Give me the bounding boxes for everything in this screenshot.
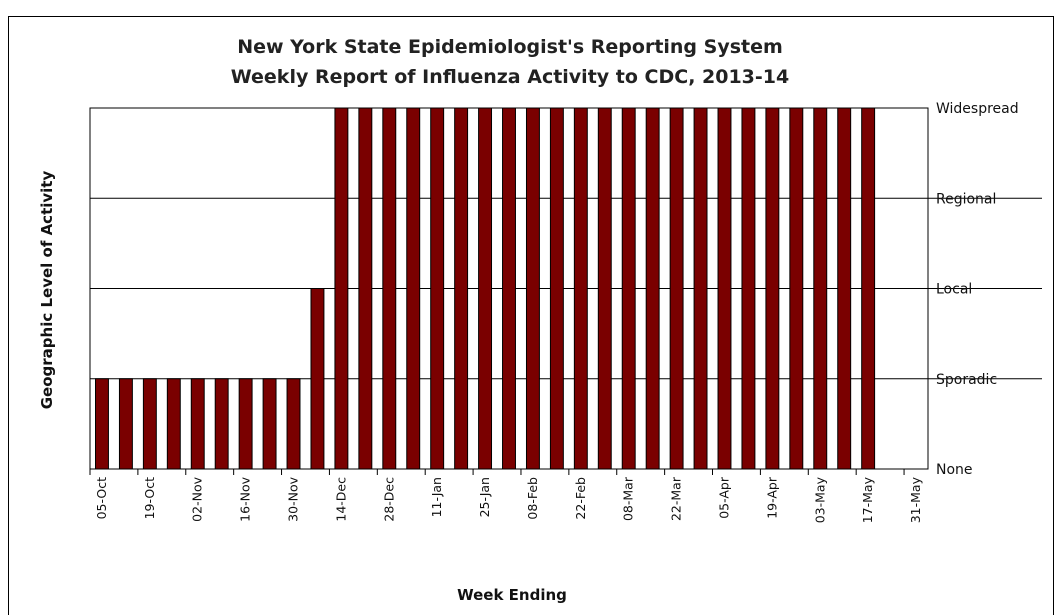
x-tick-label: 30-Nov — [286, 476, 301, 521]
x-tick-label: 19-Oct — [142, 477, 157, 519]
chart-title: New York State Epidemiologist's Reportin… — [237, 36, 783, 58]
bar-02-Nov — [190, 378, 205, 470]
bar-series — [95, 107, 876, 470]
chart-frame — [8, 16, 1054, 615]
bar-18-Jan — [454, 107, 469, 470]
x-tick-label: 19-Apr — [764, 476, 779, 519]
x-tick-label: 05-Apr — [716, 476, 731, 519]
bar-12-Oct — [118, 378, 133, 470]
plot-outline — [89, 107, 929, 470]
bar-15-Mar — [645, 107, 660, 470]
x-tick-labels: 05-Oct 19-Oct 02-Nov 16-Nov 30-Nov 14-Dec 28-D… — [94, 476, 923, 523]
bar-03-May — [813, 107, 828, 470]
bar-17-May — [861, 107, 876, 470]
bar-05-Oct — [95, 378, 109, 470]
x-tick-label: 31-May — [908, 476, 923, 523]
bar-05-Apr — [717, 107, 732, 470]
bar-08-Mar — [621, 107, 636, 470]
bar-22-Mar — [669, 107, 684, 470]
bar-12-Apr — [741, 107, 756, 470]
plot-border — [89, 107, 929, 470]
bar-25-Jan — [478, 107, 493, 470]
bar-29-Mar — [693, 107, 708, 470]
level-label-sporadic: Sporadic — [936, 372, 997, 388]
x-tick-label: 22-Feb — [573, 477, 588, 520]
bar-26-Apr — [789, 107, 804, 470]
bar-26-Oct — [166, 378, 181, 470]
x-tick-label: 03-May — [812, 476, 827, 523]
bar-23-Nov — [262, 378, 277, 470]
x-tick-label: 08-Feb — [525, 477, 540, 520]
bar-21-Dec — [358, 107, 373, 470]
x-tick-label: 17-May — [860, 476, 875, 523]
x-axis-title: Week Ending — [457, 586, 567, 604]
bar-01-Mar — [597, 107, 612, 470]
bar-07-Dec — [310, 288, 325, 470]
bar-08-Feb — [525, 107, 540, 470]
x-tick-label: 25-Jan — [477, 477, 492, 517]
bar-16-Nov — [238, 378, 253, 470]
bar-30-Nov — [286, 378, 301, 470]
chart-subtitle: Weekly Report of Influenza Activity to C… — [231, 66, 789, 88]
bar-28-Dec — [382, 107, 397, 470]
bar-10-May — [837, 107, 852, 470]
x-tick-label: 22-Mar — [669, 476, 684, 521]
x-tick-label: 08-Mar — [621, 476, 636, 521]
x-tick-label: 14-Dec — [333, 477, 348, 522]
bar-22-Feb — [573, 107, 588, 470]
bar-01-Feb — [502, 107, 516, 470]
x-tick-label: 16-Nov — [238, 476, 253, 521]
bar-04-Jan — [406, 107, 421, 470]
level-labels: None Sporadic Local Regional Widespread — [936, 101, 1019, 478]
bar-14-Dec — [334, 107, 349, 470]
bar-09-Nov — [214, 378, 229, 470]
x-tick-label: 28-Dec — [381, 477, 396, 522]
bar-15-Feb — [549, 107, 564, 470]
level-label-regional: Regional — [936, 191, 996, 207]
x-tick-label: 05-Oct — [94, 477, 109, 519]
level-label-widespread: Widespread — [936, 101, 1019, 117]
x-tick-label: 11-Jan — [429, 477, 444, 517]
bar-19-Apr — [765, 107, 780, 470]
bar-11-Jan — [430, 107, 445, 470]
level-label-local: Local — [936, 282, 972, 298]
x-tick-marks — [89, 469, 905, 475]
y-axis-title: Geographic Level of Activity — [38, 171, 56, 410]
level-label-none: None — [936, 462, 973, 478]
x-tick-label: 02-Nov — [190, 476, 205, 521]
bar-19-Oct — [142, 378, 157, 470]
